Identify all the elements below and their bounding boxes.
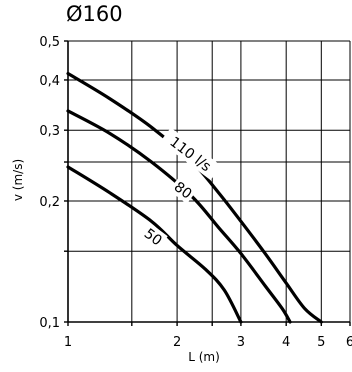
series-line: [66, 109, 292, 324]
series-line: [66, 71, 323, 324]
y-tick-label: 0,1: [39, 316, 60, 331]
tick-labels: 1 2 3 4 5 6 0,1 0,2 0,3 0,4 0,5: [39, 35, 352, 350]
series-line: [66, 165, 243, 324]
y-tick-label: 0,3: [39, 124, 60, 139]
series-label-bg: [168, 176, 198, 204]
y-tick-label: 0,4: [39, 74, 60, 89]
chart-title: Ø160: [66, 2, 123, 26]
series-label-bg: [138, 222, 168, 251]
series-label-bg: [159, 127, 222, 181]
x-tick-label: 4: [282, 335, 290, 350]
x-tick-label: 5: [317, 335, 325, 350]
y-tick-label: 0,2: [39, 195, 60, 210]
series-label-group: 50: [138, 222, 168, 251]
x-tick-label: 1: [64, 335, 72, 350]
x-tick-label: 2: [173, 335, 181, 350]
x-tick-label: 3: [237, 335, 245, 350]
grid: [64, 40, 351, 326]
x-axis-label: L (m): [188, 350, 220, 364]
x-tick-label: 6: [346, 335, 352, 350]
y-axis-label: v (m/s): [11, 159, 25, 201]
y-tick-label: 0,5: [39, 35, 60, 50]
